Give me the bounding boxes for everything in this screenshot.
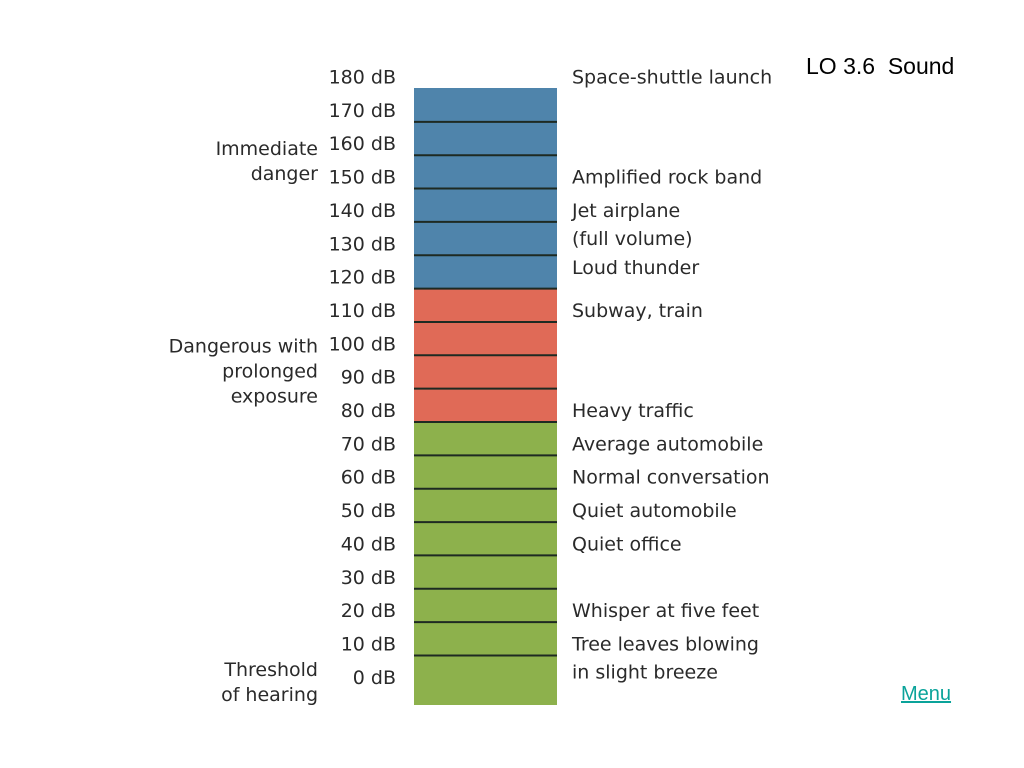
level-label: 130 dB <box>329 233 396 255</box>
example-label: Normal conversation <box>572 467 770 489</box>
example-label: Jet airplane (full volume) <box>571 200 693 250</box>
level-label: 70 dB <box>341 433 396 455</box>
example-label-line: Whisper at five feet <box>572 600 759 622</box>
zone-label-line: prolonged <box>222 361 318 383</box>
example-label: Whisper at five feet <box>572 600 759 622</box>
example-label-line: Quiet office <box>572 533 682 555</box>
zone-label-prolonged: Dangerous with prolonged exposure <box>169 336 318 408</box>
zone-labels: Immediate danger Dangerous with prolonged ex… <box>169 138 319 706</box>
level-label: 10 dB <box>341 633 396 655</box>
example-label-line: Quiet automobile <box>572 500 737 522</box>
example-labels: Space-shuttle launch Amplified rock band J… <box>571 67 772 684</box>
zone-label-line: Immediate <box>216 138 318 160</box>
decibel-bands <box>414 88 557 705</box>
example-label-line: Heavy traffic <box>572 400 694 422</box>
level-label: 180 dB <box>329 67 396 89</box>
level-label: 160 dB <box>329 133 396 155</box>
level-label: 50 dB <box>341 500 396 522</box>
example-label: Subway, train <box>572 300 703 322</box>
example-label: Average automobile <box>572 433 763 455</box>
level-label: 80 dB <box>341 400 396 422</box>
level-label: 20 dB <box>341 600 396 622</box>
zone-label-line: of hearing <box>221 684 318 706</box>
example-label-line: in slight breeze <box>572 661 718 683</box>
level-label: 110 dB <box>329 300 396 322</box>
example-label-line: Space-shuttle launch <box>572 67 772 89</box>
slide-title: LO 3.6 Sound <box>806 53 955 79</box>
level-label: 170 dB <box>329 100 396 122</box>
level-label: 30 dB <box>341 567 396 589</box>
level-label: 90 dB <box>341 367 396 389</box>
level-label: 100 dB <box>329 333 396 355</box>
level-label: 120 dB <box>329 267 396 289</box>
example-label-line: Tree leaves blowing <box>571 633 759 655</box>
example-label-line: (full volume) <box>572 228 693 250</box>
level-label: 140 dB <box>329 200 396 222</box>
level-label: 40 dB <box>341 533 396 555</box>
example-label-line: Amplified rock band <box>572 167 762 189</box>
example-label-line: Subway, train <box>572 300 703 322</box>
example-label: Loud thunder <box>572 257 699 279</box>
example-label: Quiet office <box>572 533 682 555</box>
example-label: Heavy traffic <box>572 400 694 422</box>
band-safe <box>414 421 557 705</box>
zone-label-danger: Immediate danger <box>216 138 319 185</box>
example-label-line: Normal conversation <box>572 467 770 489</box>
decibel-level-labels: 180 dB 170 dB 160 dB 150 dB 140 dB 130 dB 120 … <box>329 67 396 689</box>
example-label: Space-shuttle launch <box>572 67 772 89</box>
zone-label-safe: Threshold of hearing <box>221 659 318 706</box>
decibel-dividers <box>414 120 557 657</box>
example-label: Amplified rock band <box>572 167 762 189</box>
level-label: 60 dB <box>341 467 396 489</box>
level-label: 0 dB <box>353 667 396 689</box>
example-label-line: Loud thunder <box>572 257 699 279</box>
zone-label-line: danger <box>251 163 318 185</box>
menu-link[interactable]: Menu <box>901 683 952 705</box>
zone-label-line: Dangerous with <box>169 336 318 358</box>
zone-label-line: exposure <box>231 386 318 408</box>
example-label: Quiet automobile <box>572 500 737 522</box>
level-label: 150 dB <box>329 167 396 189</box>
example-label-line: Average automobile <box>572 433 763 455</box>
example-label: Tree leaves blowing in slight breeze <box>571 633 759 683</box>
zone-label-line: Threshold <box>223 659 318 681</box>
example-label-line: Jet airplane <box>571 200 680 222</box>
